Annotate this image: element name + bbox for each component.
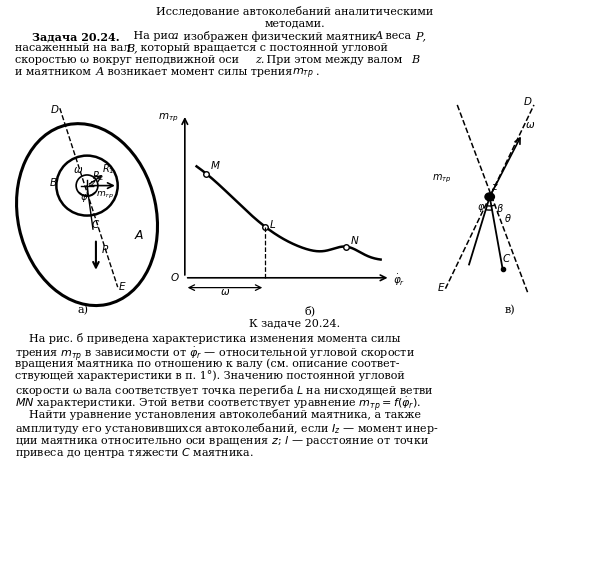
Text: $R_1$: $R_1$ [101,162,114,176]
Text: $L$: $L$ [269,218,276,230]
Text: Задача 20.24.: Задача 20.24. [32,31,120,42]
Text: К задаче 20.24.: К задаче 20.24. [250,318,340,328]
Text: $C$: $C$ [91,218,100,229]
Text: $D$: $D$ [523,95,533,107]
Circle shape [485,193,494,201]
Text: трения $m_{тр}$ в зависимости от $\dot{\varphi}_r$ — относительной угловой скоро: трения $m_{тр}$ в зависимости от $\dot{\… [15,345,415,363]
Text: методами.: методами. [265,18,325,28]
Text: А: А [96,67,104,77]
Text: $m_{тр}$: $m_{тр}$ [292,67,314,81]
Text: $E$: $E$ [437,281,445,293]
Text: $m_{тр}$: $m_{тр}$ [432,172,451,185]
Text: $z$: $z$ [89,179,97,189]
Text: В: В [411,55,419,65]
Text: $O$: $O$ [170,271,180,283]
Text: $N$: $N$ [350,235,360,247]
Text: На рис. б приведена характеристика изменения момента силы: На рис. б приведена характеристика измен… [15,333,401,344]
Text: $m_{тр}$: $m_{тр}$ [96,190,114,201]
Text: $MN$ характеристики. Этой ветви соответствует уравнение $m_{тр} = f(\dot{\varphi: $MN$ характеристики. Этой ветви соответс… [15,395,421,413]
Text: вращения маятника по отношению к валу (см. описание соответ-: вращения маятника по отношению к валу (с… [15,358,399,368]
Text: $\omega$: $\omega$ [525,120,535,130]
Text: изображен физический маятник: изображен физический маятник [180,31,379,42]
Text: $P$: $P$ [101,243,109,255]
Text: $\omega$: $\omega$ [73,165,83,174]
Text: Р,: Р, [415,31,426,41]
Text: $\theta$: $\theta$ [503,212,512,224]
Text: $\omega$: $\omega$ [220,287,230,297]
Text: Найти уравнение установления автоколебаний маятника, а также: Найти уравнение установления автоколебан… [15,409,421,420]
Text: скорости ω вала соответствует точка перегиба $L$ на нисходящей ветви: скорости ω вала соответствует точка пере… [15,383,433,398]
Text: который вращается с постоянной угловой: который вращается с постоянной угловой [137,43,388,53]
Text: амплитуду его установившихся автоколебаний, если $I_z$ — момент инер-: амплитуду его установившихся автоколебан… [15,422,439,436]
Text: $R_2$: $R_2$ [91,169,104,183]
Text: .: . [316,67,320,77]
Text: веса: веса [382,31,415,41]
Text: ции маятника относительно оси вращения $z$; $l$ — расстояние от точки: ции маятника относительно оси вращения $… [15,434,429,448]
Text: $m_{тр}$: $m_{тр}$ [158,112,179,124]
Text: ствующей характеристики в п. 1°). Значению постоянной угловой: ствующей характеристики в п. 1°). Значен… [15,371,405,382]
Text: $E$: $E$ [119,280,127,292]
Text: привеса до центра тяжести $C$ маятника.: привеса до центра тяжести $C$ маятника. [15,447,254,460]
Text: б): б) [304,305,316,316]
Text: скоростью ω вокруг неподвижной оси: скоростью ω вокруг неподвижной оси [15,55,242,65]
Text: z.: z. [255,55,264,65]
Text: В,: В, [126,43,137,53]
Text: возникает момент силы трения: возникает момент силы трения [104,67,296,77]
Text: $C$: $C$ [502,252,511,264]
Text: А: А [375,31,384,41]
Text: $M$: $M$ [210,160,221,172]
Text: и маятником: и маятником [15,67,94,77]
Text: При этом между валом: При этом между валом [263,55,406,65]
Text: $z$: $z$ [490,181,499,192]
Text: а: а [172,31,179,41]
Text: На рис.: На рис. [130,31,181,41]
Text: $\dot{\varphi}_r$: $\dot{\varphi}_r$ [394,273,406,288]
Text: $\varphi$: $\varphi$ [477,202,486,214]
Text: в): в) [504,305,515,315]
Text: насаженный на вал: насаженный на вал [15,43,134,53]
Text: $D$: $D$ [50,103,60,115]
Text: $A$: $A$ [134,229,144,242]
Text: а): а) [77,305,88,315]
Text: $B$: $B$ [49,176,58,188]
Text: $\varphi$: $\varphi$ [80,192,88,204]
Text: Исследование автоколебаний аналитическими: Исследование автоколебаний аналитическим… [156,6,434,17]
Text: $\beta$: $\beta$ [496,202,504,216]
